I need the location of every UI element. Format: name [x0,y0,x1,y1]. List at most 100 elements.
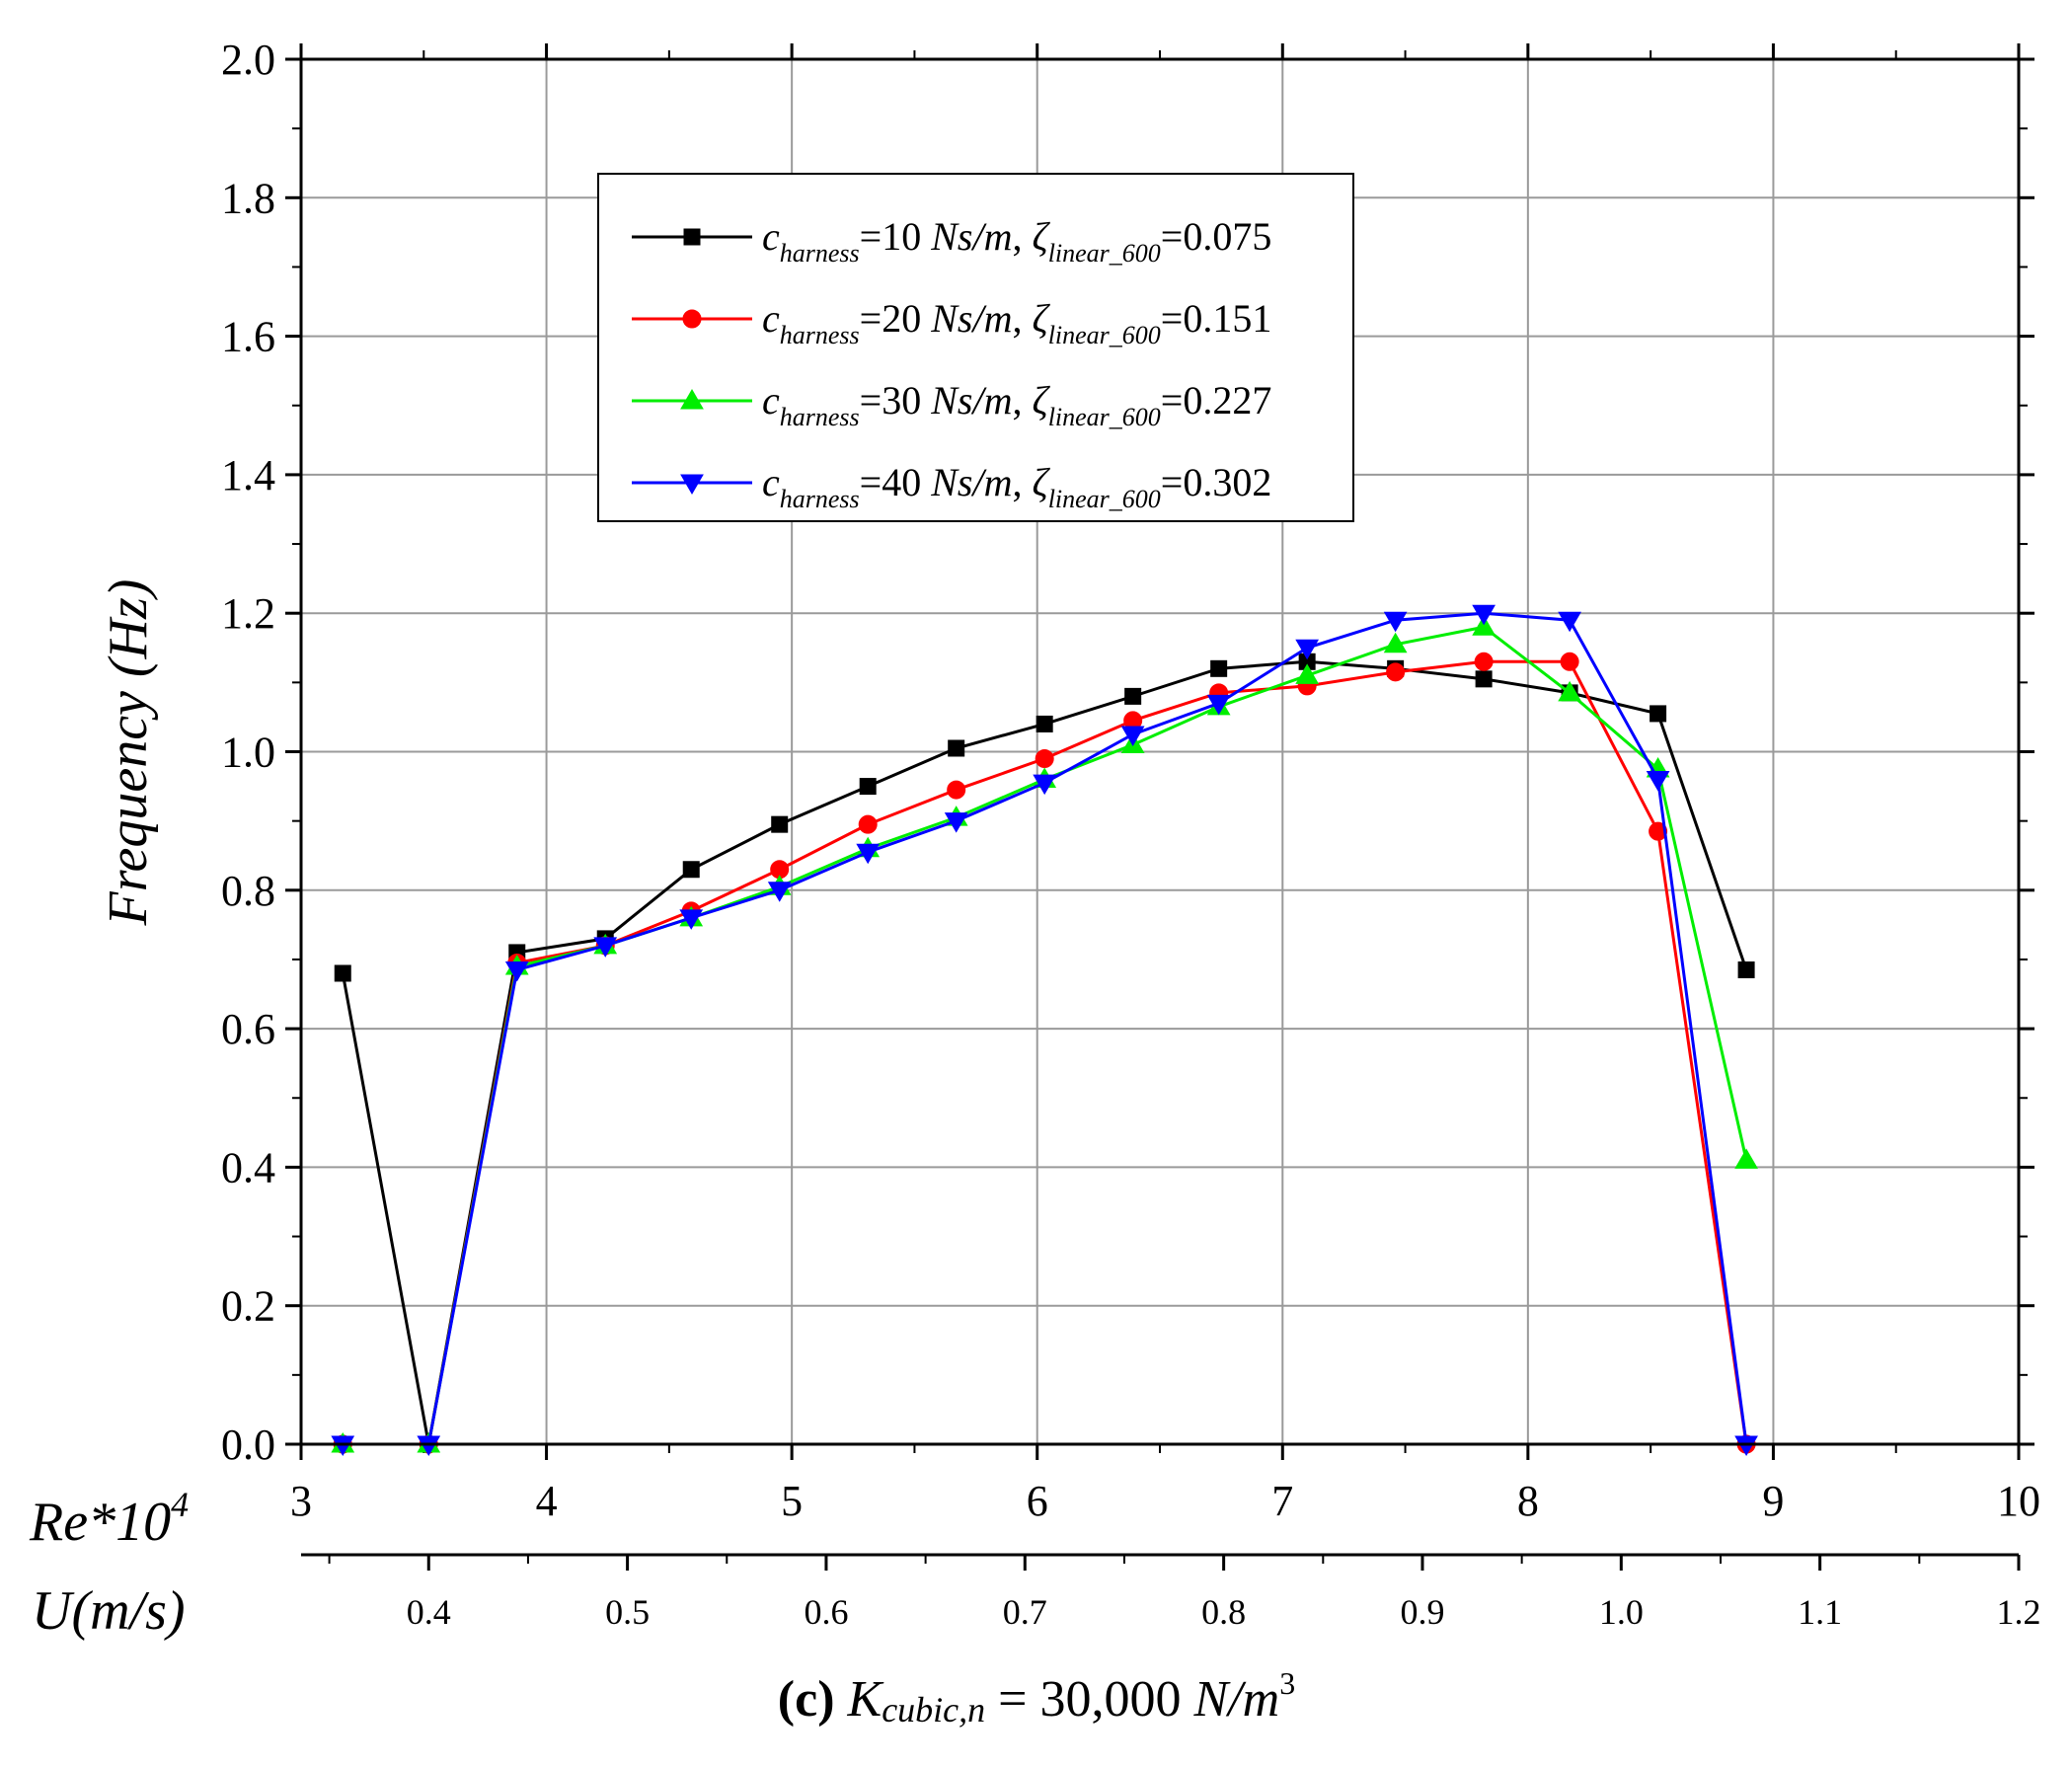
legend-item-4: charness=40 Ns/m, ζlinear_600=0.302 [632,460,1271,513]
legend: charness=10 Ns/m, ζlinear_600=0.075charn… [597,173,1354,522]
x-tick-label: 8 [1517,1477,1539,1525]
u-tick-label: 0.8 [1201,1592,1246,1632]
legend-marker [683,228,701,246]
x-tick-label: 5 [781,1477,803,1525]
x-tick-label: 3 [290,1477,312,1525]
legend-label-part: harness [780,321,860,349]
y-axis-title: Frequency (Hz) [98,579,159,927]
legend-label-part: harness [780,485,860,513]
caption-unit: N/m [1193,1671,1280,1728]
u-tick-label: 0.5 [605,1592,650,1632]
y-tick-label: 0.8 [221,867,275,915]
x-axis-title-exponent: 4 [171,1485,189,1524]
data-point [682,861,700,879]
legend-label-part: c [762,378,780,423]
caption-equals: = 30,000 [985,1671,1193,1728]
legend-label-part: , [1012,378,1032,423]
data-point [1734,1148,1758,1169]
legend-label-part: ζ [1032,460,1050,504]
u-tick-label: 1.0 [1599,1592,1644,1632]
legend-label-part: , [1012,460,1032,504]
y-tick-label: 0.6 [221,1005,275,1053]
series-layer [331,604,1758,1456]
y-tick-label: 1.0 [221,729,275,777]
legend-label-part: linear_600 [1048,403,1161,431]
y-tick-label: 0.2 [221,1282,275,1331]
data-point [856,843,881,865]
data-point [1120,726,1145,746]
data-point [1295,663,1320,684]
y-tick-label: 1.8 [221,174,275,222]
y-tick-label: 1.4 [221,451,275,499]
data-point [858,814,878,834]
legend-label-part: Ns/m [930,296,1012,341]
legend-label-part: =30 [860,378,932,423]
u-tick-label: 0.6 [804,1592,848,1632]
x-tick-label: 6 [1027,1477,1048,1525]
legend-marker [680,389,704,410]
legend-marker [680,474,704,495]
x-tick-label: 10 [1997,1477,2040,1525]
data-point [1036,715,1053,732]
data-point [1210,659,1228,677]
legend-label-part: ζ [1032,296,1050,341]
data-point [1386,662,1406,682]
legend-label-part: =40 [860,460,932,504]
legend-item-3: charness=30 Ns/m, ζlinear_600=0.227 [632,378,1271,431]
data-point [771,815,789,833]
legend-label-part: c [762,296,780,341]
data-point [1472,615,1496,636]
data-point [1475,670,1493,688]
legend-label-part: Ns/m [930,378,1012,423]
plot-frame [299,57,2021,1446]
data-point [948,739,965,757]
x-tick-label: 9 [1762,1477,1784,1525]
caption-k: K [847,1671,884,1728]
caption-label: (c) [778,1671,835,1728]
data-point [944,812,968,833]
legend-label: charness=10 Ns/m, ζlinear_600=0.075 [762,214,1271,268]
y-tick-label: 2.0 [221,36,275,84]
data-point [1383,632,1408,653]
u-tick-label: 0.9 [1400,1592,1444,1632]
legend-label-part: =20 [860,296,932,341]
data-point [1124,687,1142,705]
legend-label-part: linear_600 [1048,239,1161,268]
legend-label-part: c [762,214,780,259]
legend-label-part: harness [780,239,860,268]
legend-item-1: charness=10 Ns/m, ζlinear_600=0.075 [632,214,1271,268]
x-tick-label: 7 [1271,1477,1293,1525]
caption-space [835,1671,848,1728]
u-tick-label: 0.7 [1003,1592,1047,1632]
data-point [1646,771,1670,792]
legend-label-part: linear_600 [1048,485,1161,513]
legend-label-part: , [1012,214,1032,259]
legend-label-part: harness [780,403,860,431]
data-point [1472,604,1496,626]
legend-label-part: Ns/m [930,214,1012,259]
legend-label-part: linear_600 [1048,321,1161,349]
data-point [1737,960,1755,978]
u-axis-title: U(m/s) [32,1580,186,1642]
legend-label: charness=40 Ns/m, ζlinear_600=0.302 [762,460,1271,513]
caption-unit-sup: 3 [1279,1665,1295,1701]
data-point [1649,821,1668,841]
data-point [1035,749,1054,769]
data-point [504,960,529,982]
y-tick-label: 0.4 [221,1143,275,1191]
y-tick-label: 1.6 [221,313,275,361]
legend-label-part: =0.302 [1161,460,1272,504]
legend-label-part: =10 [860,214,932,259]
series-4 [331,604,1758,1456]
data-point [1558,680,1581,702]
data-point [1206,694,1231,716]
u-tick-label: 1.2 [1997,1592,2041,1632]
data-point [1560,652,1579,671]
x-tick-label: 4 [536,1477,558,1525]
legend-box [597,173,1354,522]
legend-item-2: charness=20 Ns/m, ζlinear_600=0.151 [632,296,1271,349]
caption-k-sub: cubic,n [882,1690,985,1729]
y-axis-ticks: 0.0 0.2 0.4 0.6 0.8 1.0 1.2 1.4 1.6 1.8 2.0 [221,36,2034,1469]
